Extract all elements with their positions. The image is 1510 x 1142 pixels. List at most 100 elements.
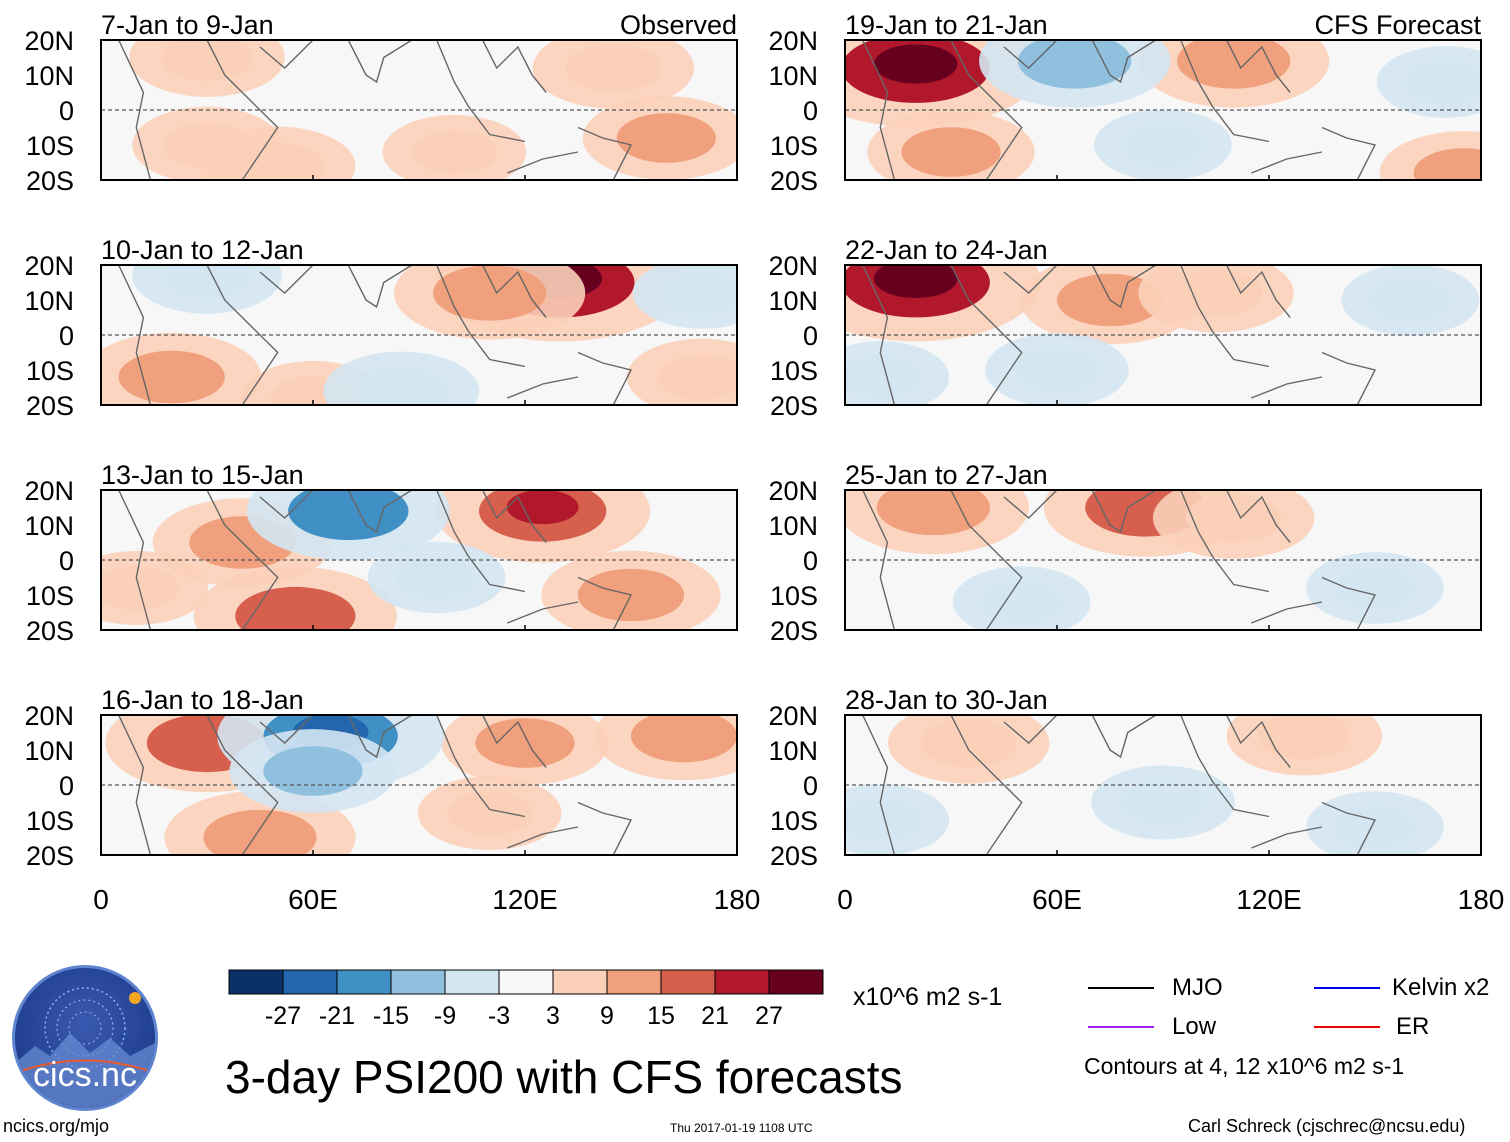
psi200-chart: 7-Jan to 9-Jan Observed 20N 10N 0 10S 20S 10-Ja…	[24, 10, 1504, 915]
anomaly-core	[1122, 123, 1204, 167]
y-tick-label: 0	[59, 96, 74, 126]
website-link[interactable]: ncics.org/mjo	[3, 1116, 110, 1136]
y-tick-label: 20N	[768, 476, 818, 506]
panel-period: 25-Jan to 27-Jan	[845, 460, 1048, 490]
map-panel: 13-Jan to 15-Jan 20N 10N 0 10S 20S	[24, 460, 738, 646]
colorbar-swatch	[282, 969, 338, 995]
coastlines	[862, 715, 1377, 855]
x-tick-label: 0	[837, 884, 853, 915]
y-tick-label: 20S	[770, 616, 818, 646]
panel-frame	[844, 39, 1482, 181]
anomaly-core	[160, 40, 254, 81]
map-panel: 25-Jan to 27-Jan 20N 10N 0 10S 20S	[768, 460, 1482, 646]
anomaly-core	[630, 715, 737, 763]
anomaly-core	[1369, 278, 1452, 322]
y-tick-label: 10N	[768, 286, 818, 316]
y-tick-label: 10N	[768, 61, 818, 91]
logo-graphic-icon	[15, 987, 155, 1108]
y-tick-label: 20N	[768, 251, 818, 281]
panel-frame	[844, 264, 1482, 406]
x-tick-label: 0	[93, 884, 109, 915]
map-panel: 28-Jan to 30-Jan 20N 10N 0 10S 20S 0 60E 120E 180	[768, 685, 1504, 915]
y-tick-label: 20S	[26, 841, 74, 871]
anomaly-core	[901, 127, 1001, 177]
map-panel: 16-Jan to 18-Jan 20N 10N 0 10S 20S 0 60E 120E 180	[24, 685, 760, 915]
map-panel: 22-Jan to 24-Jan 20N 10N 0 10S 20S	[768, 235, 1482, 421]
anomaly-core	[162, 265, 252, 299]
x-tick-label: 120E	[1236, 884, 1301, 915]
anomaly-peak	[873, 44, 958, 84]
chart-title: 3-day PSI200 with CFS forecasts	[225, 1051, 903, 1103]
y-tick-label: 10S	[26, 806, 74, 836]
y-tick-label: 20S	[26, 391, 74, 421]
panel-frame	[100, 39, 738, 181]
anomaly-core	[616, 113, 716, 163]
anomaly-core	[1185, 493, 1282, 543]
x-tick-label: 120E	[492, 884, 557, 915]
contour-note: Contours at 4, 12 x10^6 m2 s-1	[1084, 1053, 1405, 1079]
colorbar-swatch	[714, 969, 770, 995]
colorbar-label: 21	[701, 1002, 729, 1030]
anomaly-core	[1258, 715, 1351, 760]
y-tick-label: 0	[803, 96, 818, 126]
legend-line-low	[1088, 1026, 1154, 1028]
anomaly-core	[1413, 148, 1481, 180]
y-tick-label: 0	[59, 321, 74, 351]
y-tick-label: 0	[59, 771, 74, 801]
y-tick-label: 0	[803, 321, 818, 351]
panel-period: 19-Jan to 21-Jan	[845, 10, 1048, 40]
anomaly-core	[845, 355, 922, 399]
y-tick-label: 10N	[24, 511, 74, 541]
coastlines	[118, 490, 633, 630]
panel-period: 13-Jan to 15-Jan	[101, 460, 304, 490]
panel-frame	[100, 489, 738, 631]
y-tick-label: 20N	[768, 26, 818, 56]
anomaly-core	[660, 271, 737, 315]
anomaly-core	[1177, 40, 1291, 89]
anomaly-core	[355, 367, 448, 405]
panel-frame	[100, 714, 738, 856]
anomaly-core	[980, 580, 1063, 624]
anomaly-peak	[506, 490, 579, 525]
panel-frame	[100, 264, 738, 406]
colorbar-swatch	[228, 969, 284, 995]
y-tick-label: 10S	[26, 131, 74, 161]
map-panel: 19-Jan to 21-Jan CFS Forecast 20N 10N 0 10S 20…	[768, 10, 1482, 196]
map-panel: 10-Jan to 12-Jan 20N 10N 0 10S 20S	[24, 235, 738, 421]
y-tick-label: 10S	[770, 131, 818, 161]
coastlines	[862, 265, 1377, 405]
anomaly-core	[101, 566, 179, 610]
anomaly-core	[395, 556, 478, 599]
y-tick-label: 10N	[24, 286, 74, 316]
y-tick-label: 10N	[768, 736, 818, 766]
panel-period: 10-Jan to 12-Jan	[101, 235, 304, 265]
anomaly-core	[876, 490, 990, 536]
colorbar-swatch	[606, 969, 662, 995]
y-tick-label: 20S	[770, 166, 818, 196]
anomaly-core	[845, 798, 922, 842]
anomaly-core	[565, 43, 662, 93]
y-tick-label: 20N	[24, 476, 74, 506]
x-tick-label: 60E	[1032, 884, 1082, 915]
y-tick-label: 10S	[770, 806, 818, 836]
coastlines	[118, 715, 633, 855]
anomaly-core	[1018, 40, 1132, 89]
anomaly-core	[433, 265, 547, 321]
panel-frame	[844, 489, 1482, 631]
contour-legend: MJO Kelvin x2 Low ER Contours at 4, 12 x…	[1084, 970, 1508, 1090]
timestamp: Thu 2017-01-19 1108 UTC	[670, 1121, 813, 1135]
colorbar: -27 -21 -15 -9 -3 3 9 15 21 27	[228, 969, 824, 1030]
panel-period: 7-Jan to 9-Jan	[101, 10, 274, 40]
y-tick-label: 20N	[24, 251, 74, 281]
y-tick-label: 20S	[26, 616, 74, 646]
x-tick-label: 60E	[288, 884, 338, 915]
coastlines	[118, 40, 633, 180]
y-tick-label: 20S	[770, 841, 818, 871]
colorbar-label: -21	[319, 1002, 355, 1030]
y-tick-label: 0	[803, 771, 818, 801]
colorbar-label: -3	[488, 1002, 510, 1030]
y-tick-label: 10N	[24, 61, 74, 91]
column-label: Observed	[620, 10, 737, 40]
anomaly-core	[118, 350, 225, 404]
y-tick-label: 20S	[770, 391, 818, 421]
